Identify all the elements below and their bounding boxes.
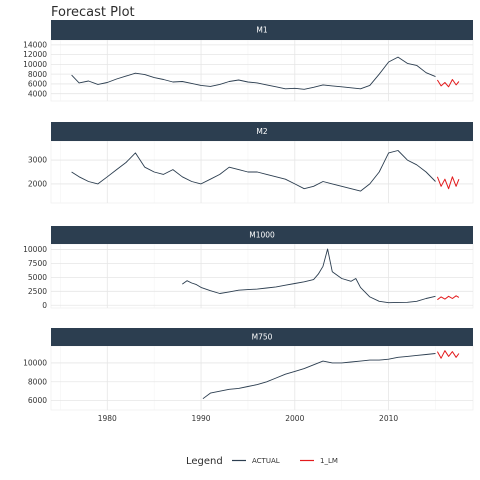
- series-actual-line: [71, 56, 436, 90]
- facet-strip: [51, 328, 473, 346]
- y-tick-label: 10000: [23, 60, 47, 69]
- x-axis: 1980 1990 2000 2010: [98, 414, 399, 423]
- y-tick-label: 2000: [28, 180, 47, 189]
- y-tick-label: 12000: [23, 50, 47, 59]
- series-actual-line: [71, 150, 436, 192]
- y-tick-label: 6000: [28, 80, 47, 89]
- x-tick-label: 2010: [379, 414, 398, 423]
- x-tick-label: 1990: [191, 414, 210, 423]
- facet-strip-label: M1: [256, 26, 267, 35]
- facet-panels: 400060008000100001200014000M120003000M20…: [23, 20, 474, 411]
- panel-area: [50, 243, 474, 309]
- facet-strip-label: M2: [256, 127, 267, 136]
- legend-title: Legend: [186, 456, 223, 467]
- series-forecast-line: [436, 79, 460, 88]
- y-tick-label: 10000: [23, 245, 47, 254]
- x-tick-label: 1980: [98, 414, 117, 423]
- series-actual-line: [202, 353, 436, 400]
- y-tick-label: 8000: [28, 377, 47, 386]
- series-forecast-line: [436, 350, 460, 359]
- facet-strip: [51, 20, 473, 40]
- panel-m750: 6000 8000 10000 M750: [23, 328, 474, 411]
- y-tick-label: 8000: [28, 70, 47, 79]
- series-actual-line: [182, 248, 436, 304]
- legend-label: ACTUAL: [252, 457, 280, 465]
- facet-strip-label: M750: [252, 333, 273, 342]
- panel-area: [50, 140, 474, 204]
- facet-strip: [51, 122, 473, 141]
- y-tick-label: 5000: [28, 273, 47, 282]
- facet-strip-label: M1000: [249, 231, 275, 240]
- x-tick-label: 2000: [285, 414, 304, 423]
- y-tick-label: 6000: [28, 396, 47, 405]
- facet-strip: [51, 226, 473, 244]
- legend-label: 1_LM: [320, 457, 338, 465]
- series-forecast-line: [436, 176, 460, 190]
- y-tick-label: 7500: [28, 259, 47, 268]
- panel-area: [50, 39, 474, 102]
- y-tick-label: 10000: [23, 359, 47, 368]
- y-tick-label: 3000: [28, 156, 47, 165]
- panel-m1000: 0 2500 5000 7500 10000 M1000: [23, 226, 474, 310]
- y-tick-label: 14000: [23, 40, 47, 49]
- y-tick-label: 0: [42, 301, 47, 310]
- chart-title: Forecast Plot: [51, 5, 135, 20]
- y-tick-label: 2500: [28, 287, 47, 296]
- legend: Legend ACTUAL 1_LM: [186, 456, 338, 467]
- series-forecast-line: [437, 295, 460, 301]
- y-tick-label: 4000: [28, 89, 47, 98]
- panel-m2: 2000 3000 M2: [28, 122, 474, 204]
